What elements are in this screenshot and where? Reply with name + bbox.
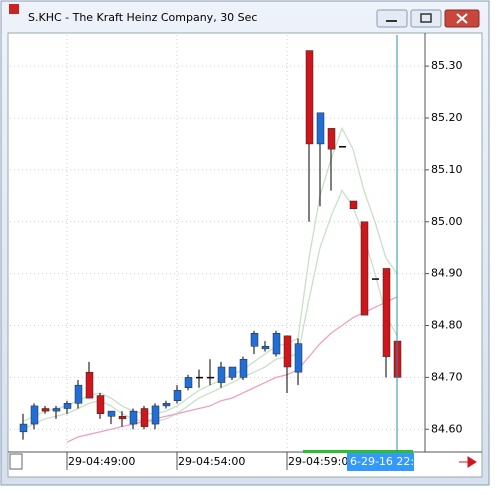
- session-bar: [303, 450, 413, 453]
- candle-body: [151, 405, 160, 425]
- candle-body: [261, 346, 270, 350]
- candle-body: [162, 403, 171, 407]
- candle-body: [41, 408, 50, 412]
- candle-body: [272, 333, 281, 355]
- x-tick-label: 29-04:49:00: [68, 455, 135, 468]
- candle-body: [372, 278, 379, 280]
- candle-body: [250, 333, 259, 347]
- x-tick-label: 29-04:54:00: [178, 455, 245, 468]
- candle-body: [339, 146, 346, 148]
- candle-body: [19, 423, 28, 433]
- minimize-button[interactable]: [376, 9, 408, 28]
- candle-body: [360, 221, 369, 316]
- y-tick-label: 85.10: [431, 163, 463, 176]
- moving-average-line: [22, 189, 398, 430]
- candle-body: [283, 335, 292, 368]
- candle-body: [294, 343, 303, 373]
- candle-body: [52, 408, 61, 412]
- candle-body: [173, 390, 182, 401]
- maximize-icon: [420, 13, 432, 23]
- candle-body: [184, 377, 193, 388]
- maximize-button[interactable]: [410, 9, 442, 28]
- close-icon: [456, 13, 468, 24]
- app-icon: [9, 4, 19, 14]
- candle-body: [207, 376, 214, 379]
- candle-body: [129, 410, 138, 425]
- candle-body: [96, 395, 105, 414]
- y-tick-label: 84.90: [431, 267, 463, 280]
- cursor-label: 6-29-16 22:34:00: [350, 455, 446, 468]
- y-tick-label: 84.70: [431, 370, 463, 383]
- candle-body: [327, 128, 336, 150]
- candle-body: [217, 366, 226, 383]
- candle-body: [74, 384, 83, 404]
- y-tick-label: 85.00: [431, 215, 463, 228]
- scroll-arrow[interactable]: [459, 456, 477, 468]
- window-title: S.KHC - The Kraft Heinz Company, 30 Sec: [28, 11, 257, 24]
- y-tick-label: 85.20: [431, 111, 463, 124]
- candle-body: [118, 416, 127, 420]
- candle-body: [196, 376, 203, 379]
- candle-body: [316, 112, 325, 145]
- y-tick-label: 84.60: [431, 422, 463, 435]
- y-tick-label: 85.30: [431, 59, 463, 72]
- candle-body: [30, 405, 39, 425]
- cursor-label-box: [347, 453, 414, 471]
- candle-body: [85, 371, 94, 399]
- scroll-box[interactable]: [9, 453, 23, 470]
- y-tick-label: 84.80: [431, 319, 463, 332]
- candle-body: [239, 358, 248, 378]
- candle-body: [382, 268, 391, 357]
- candle-body: [107, 410, 116, 417]
- chart-area: [7, 32, 483, 478]
- candle-body: [305, 50, 314, 145]
- candle-body: [349, 200, 358, 210]
- candle-body: [63, 403, 72, 409]
- candle-body: [228, 366, 237, 378]
- x-tick-label: 29-04:59:00: [288, 455, 355, 468]
- candle-body: [140, 408, 149, 427]
